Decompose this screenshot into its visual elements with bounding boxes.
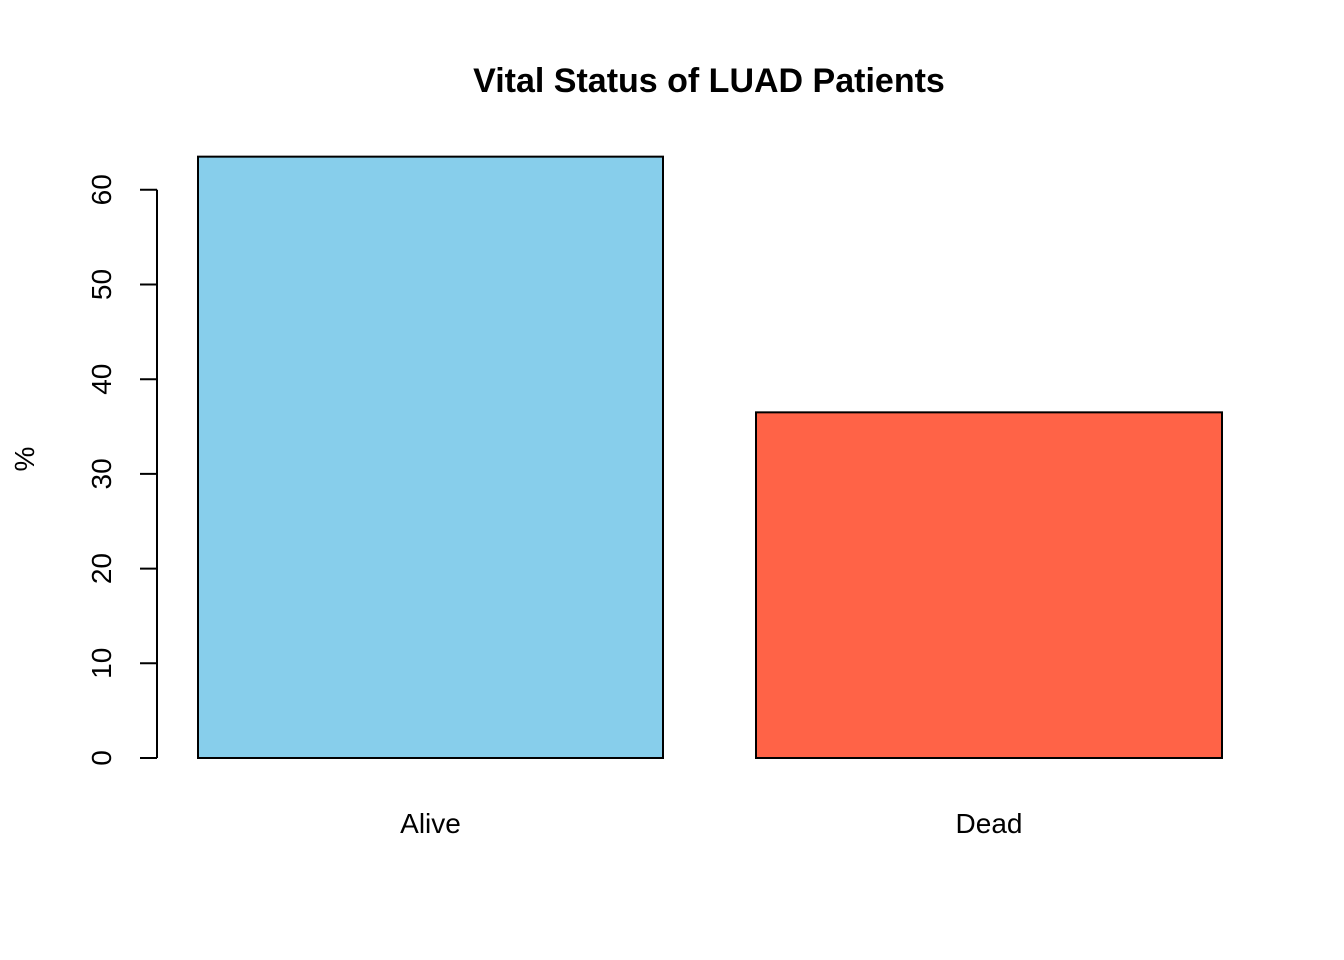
chart-title: Vital Status of LUAD Patients <box>473 62 945 100</box>
y-ticks: 0 10 20 30 40 50 60 <box>86 174 157 766</box>
bar-dead <box>755 411 1223 759</box>
x-tick-label-alive: Alive <box>400 808 461 839</box>
x-tick-label-dead: Dead <box>956 808 1023 839</box>
y-tick-label: 20 <box>86 553 117 584</box>
y-tick-label: 10 <box>86 648 117 679</box>
x-tick-labels: Alive Dead <box>400 808 1022 839</box>
y-tick-label: 60 <box>86 174 117 205</box>
bars <box>197 155 1223 759</box>
y-tick-label: 50 <box>86 269 117 300</box>
y-tick-label: 0 <box>86 750 117 766</box>
y-axis-label: % <box>9 447 40 472</box>
bar-alive <box>197 155 664 759</box>
y-tick-label: 30 <box>86 458 117 489</box>
y-axis: 0 10 20 30 40 50 60 <box>86 174 158 766</box>
y-tick-label: 40 <box>86 364 117 395</box>
